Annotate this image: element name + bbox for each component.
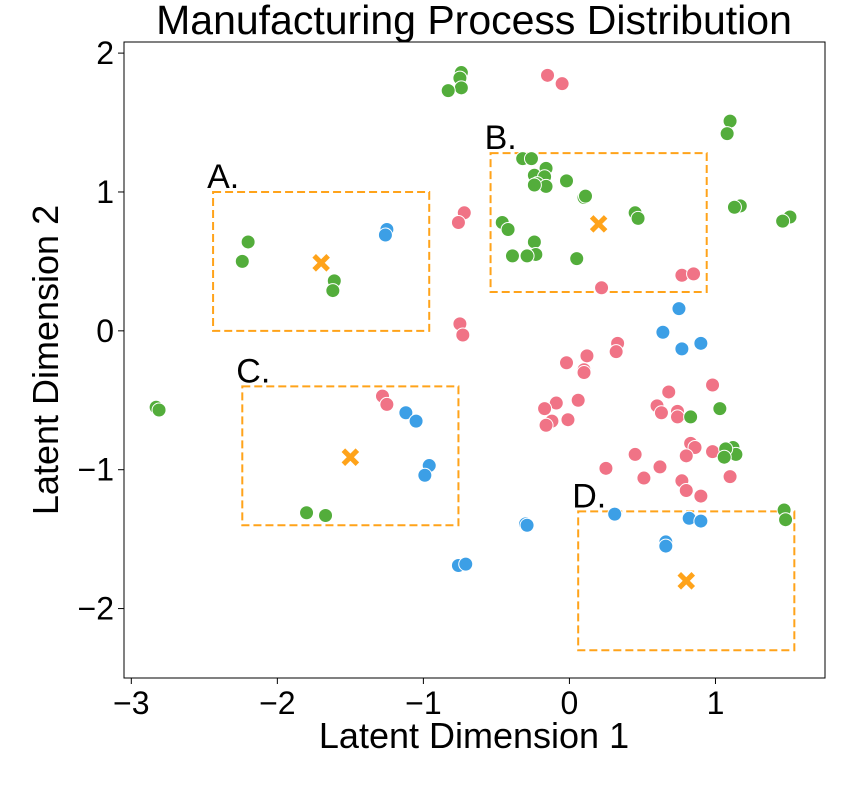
scatter-point <box>537 401 553 417</box>
scatter-point <box>778 512 794 528</box>
scatter-point <box>607 506 623 522</box>
scatter-point <box>653 405 669 421</box>
scatter-point <box>658 538 674 554</box>
regions-layer: A. B. C. D. <box>207 119 796 652</box>
scatter-point <box>151 402 167 418</box>
scatter-point <box>559 173 575 189</box>
y-axis: −2 −1 0 1 2 <box>78 35 124 627</box>
scatter-point <box>652 459 668 475</box>
region-box <box>212 190 431 332</box>
scatter-point <box>417 467 433 483</box>
scatter-point <box>678 483 694 499</box>
scatter-point <box>678 448 694 464</box>
center-marker <box>341 448 360 466</box>
scatter-point <box>630 210 646 226</box>
scatter-point <box>455 327 471 343</box>
region-label: D. <box>572 477 606 515</box>
y-axis-label: Latent Dimension 2 <box>25 205 66 515</box>
scatter-point <box>693 513 709 529</box>
y-tick-label: −1 <box>78 452 114 488</box>
scatter-point <box>661 384 677 400</box>
scatter-point <box>683 409 699 425</box>
scatter-point <box>719 126 735 142</box>
scatter-point <box>579 348 595 364</box>
center-marker <box>589 215 608 233</box>
scatter-point <box>674 341 690 357</box>
scatter-point <box>379 396 395 412</box>
scatter-point <box>440 83 456 99</box>
scatter-point <box>570 392 586 408</box>
scatter-point <box>722 113 738 129</box>
scatter-point <box>318 508 334 524</box>
scatter-point <box>636 470 652 486</box>
scatter-point <box>669 409 685 425</box>
scatter-point <box>458 556 474 572</box>
y-tick-label: 2 <box>96 35 114 71</box>
y-tick-label: −2 <box>78 591 114 627</box>
chart-title: Manufacturing Process Distribution <box>156 0 792 43</box>
scatter-point <box>398 405 414 421</box>
scatter-point <box>608 344 624 360</box>
plot-area <box>123 41 826 679</box>
scatter-point <box>598 460 614 476</box>
scatter-point <box>540 67 556 83</box>
scatter-point <box>504 248 520 264</box>
scatter-point <box>716 449 732 465</box>
scatter-point <box>693 488 709 504</box>
x-axis: −3 −2 −1 0 1 <box>113 678 724 721</box>
region-label: C. <box>236 352 270 390</box>
region-label: A. <box>207 158 239 196</box>
scatter-point <box>569 251 585 267</box>
x-tick-label: 0 <box>561 685 579 721</box>
scatter-point <box>299 505 315 521</box>
scatter-point <box>775 213 791 229</box>
scatter-point <box>377 227 393 243</box>
scatter-point <box>453 80 469 96</box>
scatter-point <box>712 401 728 417</box>
scatter-point <box>408 413 424 429</box>
scatter-point <box>526 177 542 193</box>
scatter-point <box>325 283 341 299</box>
x-tick-label: −1 <box>405 685 441 721</box>
scatter-point <box>705 377 721 393</box>
scatter-point <box>576 364 592 380</box>
scatter-point <box>519 248 535 264</box>
y-tick-label: 0 <box>96 313 114 349</box>
scatter-point <box>240 234 256 250</box>
scatter-point <box>627 446 643 462</box>
scatter-point <box>693 335 709 351</box>
center-marker <box>677 572 696 590</box>
region-label: B. <box>485 119 517 157</box>
x-axis-label: Latent Dimension 1 <box>319 715 629 756</box>
scatter-point <box>726 199 742 215</box>
scatter-point <box>722 469 738 485</box>
y-tick-label: 1 <box>96 174 114 210</box>
scatter-point <box>560 412 576 428</box>
scatter-point <box>577 188 593 204</box>
scatter-point <box>594 280 610 296</box>
region-box <box>577 510 796 652</box>
scatter-point <box>519 517 535 533</box>
scatter-point <box>234 253 250 269</box>
scatter-point <box>655 324 671 340</box>
scatter-point <box>523 151 539 167</box>
points-layer <box>148 65 798 574</box>
center-marker <box>312 254 330 272</box>
scatter-point <box>538 417 554 433</box>
scatter-point <box>686 266 702 282</box>
scatter-point <box>450 215 466 231</box>
x-tick-label: −3 <box>113 685 149 721</box>
scatter-point <box>500 221 516 237</box>
scatter-point <box>554 76 570 92</box>
region-box <box>241 385 460 527</box>
x-tick-label: 1 <box>707 685 725 721</box>
scatter-point <box>559 355 575 371</box>
scatter-point <box>671 301 687 317</box>
centers-layer <box>312 215 696 590</box>
x-tick-label: −2 <box>259 685 295 721</box>
scatter-point <box>526 234 542 250</box>
